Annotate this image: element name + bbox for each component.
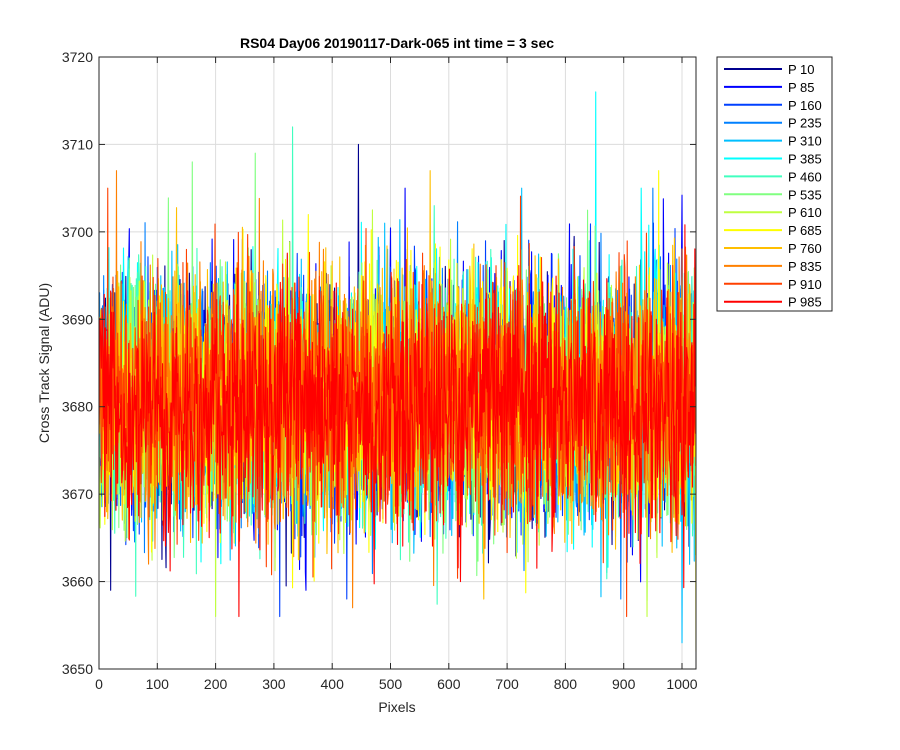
legend-label: P 985 <box>788 295 822 310</box>
legend-label: P 610 <box>788 205 822 220</box>
x-tick-label: 400 <box>321 676 345 692</box>
legend-box <box>716 56 833 312</box>
legend-label: P 910 <box>788 277 822 292</box>
y-axis-label: Cross Track Signal (ADU) <box>36 283 52 443</box>
axis-ticks: 0 100 200 300 400 500 600 700 800 900 1000 3650 3660… <box>62 49 698 692</box>
x-tick-label: 300 <box>262 676 286 692</box>
x-tick-label: 800 <box>554 676 578 692</box>
chart-title: RS04 Day06 20190117-Dark-065 int time = … <box>240 35 554 51</box>
legend-label: P 835 <box>788 259 822 274</box>
series-lines <box>99 91 696 652</box>
y-tick-label: 3680 <box>62 399 93 415</box>
x-tick-label: 700 <box>495 676 519 692</box>
y-tick-label: 3660 <box>62 574 93 590</box>
legend-label: P 460 <box>788 169 822 184</box>
legend: P 10 P 85 P 160 P 235 P 310 P 385 P 460 P 535 P … <box>716 56 833 312</box>
y-tick-label: 3710 <box>62 136 93 152</box>
y-tick-label: 3650 <box>62 661 93 677</box>
x-tick-label: 600 <box>437 676 461 692</box>
y-tick-label: 3690 <box>62 311 93 327</box>
legend-label: P 10 <box>788 62 815 77</box>
y-tick-label: 3720 <box>62 49 93 65</box>
legend-label: P 685 <box>788 223 822 238</box>
x-tick-label: 200 <box>204 676 228 692</box>
axes-box <box>98 56 697 670</box>
x-tick-label: 0 <box>95 676 103 692</box>
x-tick-label: 500 <box>379 676 403 692</box>
y-tick-label: 3700 <box>62 224 93 240</box>
series-line <box>99 224 696 618</box>
x-axis-label: Pixels <box>378 699 415 715</box>
legend-label: P 235 <box>788 116 822 131</box>
legend-label: P 385 <box>788 152 822 167</box>
x-tick-label: 900 <box>612 676 636 692</box>
x-tick-label: 100 <box>146 676 170 692</box>
legend-label: P 160 <box>788 98 822 113</box>
legend-label: P 85 <box>788 80 815 95</box>
legend-label: P 310 <box>788 134 822 149</box>
y-tick-label: 3670 <box>62 486 93 502</box>
legend-label: P 760 <box>788 241 822 256</box>
x-tick-label: 1000 <box>666 676 697 692</box>
legend-label: P 535 <box>788 187 822 202</box>
